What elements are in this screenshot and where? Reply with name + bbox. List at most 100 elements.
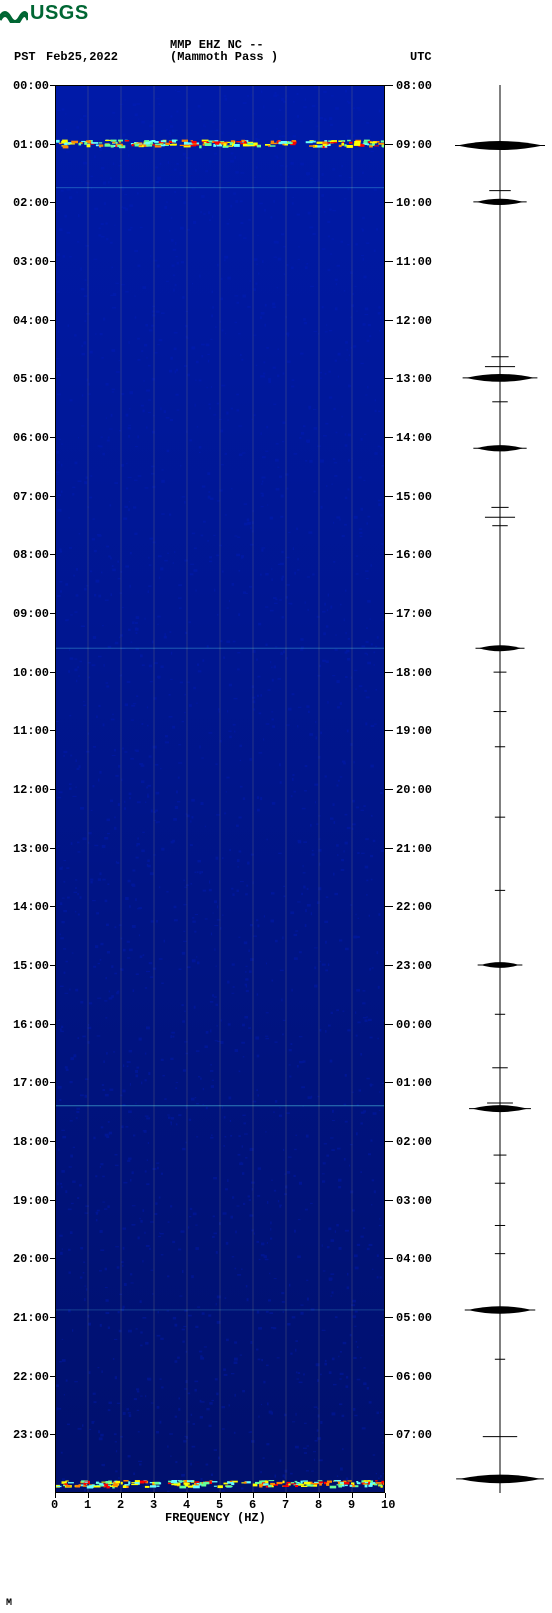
utc-tick-mark [385, 1024, 393, 1025]
utc-tick-mark [385, 789, 393, 790]
usgs-wave-icon [0, 5, 28, 23]
pst-tick-label: 19:00 [13, 1194, 49, 1208]
pst-tick-label: 09:00 [13, 607, 49, 621]
utc-tick-mark [385, 144, 393, 145]
utc-tick-label: 03:00 [396, 1194, 432, 1208]
freq-tick-label: 4 [183, 1498, 190, 1512]
pst-tick-label: 13:00 [13, 842, 49, 856]
date-label: Feb25,2022 [46, 50, 118, 64]
pst-tick-label: 14:00 [13, 900, 49, 914]
pst-tick-mark [50, 789, 55, 790]
pst-tick-mark [50, 496, 55, 497]
pst-tick-mark [50, 906, 55, 907]
utc-tick-mark [385, 906, 393, 907]
utc-tick-mark [385, 378, 393, 379]
pst-tick-mark [50, 1434, 55, 1435]
utc-tick-label: 16:00 [396, 548, 432, 562]
utc-tick-mark [385, 261, 393, 262]
pst-tick-mark [50, 1082, 55, 1083]
utc-tick-mark [385, 1258, 393, 1259]
freq-tick-label: 0 [51, 1498, 58, 1512]
freq-tick-label: 10 [381, 1498, 395, 1512]
pst-tick-mark [50, 320, 55, 321]
pst-tick-mark [50, 730, 55, 731]
pst-tick-mark [50, 613, 55, 614]
utc-tick-mark [385, 437, 393, 438]
utc-tick-mark [385, 1141, 393, 1142]
freq-tick-label: 7 [282, 1498, 289, 1512]
utc-tick-mark [385, 848, 393, 849]
utc-tick-label: 13:00 [396, 372, 432, 386]
utc-tick-label: 07:00 [396, 1428, 432, 1442]
utc-tick-label: 02:00 [396, 1135, 432, 1149]
pst-tick-label: 00:00 [13, 79, 49, 93]
utc-tick-label: 15:00 [396, 490, 432, 504]
utc-tick-label: 22:00 [396, 900, 432, 914]
pst-tick-mark [50, 1024, 55, 1025]
pst-label: PST [14, 50, 36, 64]
pst-tick-label: 01:00 [13, 138, 49, 152]
pst-tick-label: 02:00 [13, 196, 49, 210]
utc-tick-mark [385, 1200, 393, 1201]
utc-tick-mark [385, 1434, 393, 1435]
pst-tick-label: 08:00 [13, 548, 49, 562]
utc-tick-label: 08:00 [396, 79, 432, 93]
utc-tick-label: 05:00 [396, 1311, 432, 1325]
utc-tick-mark [385, 320, 393, 321]
pst-tick-label: 07:00 [13, 490, 49, 504]
utc-tick-mark [385, 1376, 393, 1377]
utc-tick-label: 00:00 [396, 1018, 432, 1032]
pst-tick-label: 03:00 [13, 255, 49, 269]
freq-tick-label: 6 [249, 1498, 256, 1512]
utc-tick-mark [385, 965, 393, 966]
pst-tick-label: 20:00 [13, 1252, 49, 1266]
pst-tick-label: 15:00 [13, 959, 49, 973]
utc-tick-label: 01:00 [396, 1076, 432, 1090]
utc-label: UTC [410, 50, 432, 64]
utc-tick-label: 23:00 [396, 959, 432, 973]
utc-tick-label: 17:00 [396, 607, 432, 621]
freq-tick-label: 2 [117, 1498, 124, 1512]
station-name: (Mammoth Pass ) [170, 50, 278, 64]
pst-tick-mark [50, 261, 55, 262]
utc-tick-label: 12:00 [396, 314, 432, 328]
pst-tick-mark [50, 848, 55, 849]
pst-tick-mark [50, 672, 55, 673]
pst-tick-label: 22:00 [13, 1370, 49, 1384]
utc-tick-label: 10:00 [396, 196, 432, 210]
utc-tick-mark [385, 85, 393, 86]
freq-tick-label: 1 [84, 1498, 91, 1512]
utc-tick-mark [385, 1317, 393, 1318]
utc-tick-mark [385, 730, 393, 731]
pst-tick-label: 18:00 [13, 1135, 49, 1149]
seismogram [455, 85, 545, 1493]
pst-tick-label: 11:00 [13, 724, 49, 738]
freq-tick-label: 9 [348, 1498, 355, 1512]
utc-tick-label: 20:00 [396, 783, 432, 797]
freq-tick-label: 3 [150, 1498, 157, 1512]
spectrogram [55, 85, 385, 1493]
freq-tick-label: 5 [216, 1498, 223, 1512]
pst-tick-label: 04:00 [13, 314, 49, 328]
pst-tick-mark [50, 437, 55, 438]
page: USGS PST Feb25,2022 MMP EHZ NC -- (Mammo… [0, 0, 552, 1613]
pst-tick-label: 10:00 [13, 666, 49, 680]
pst-tick-label: 16:00 [13, 1018, 49, 1032]
pst-tick-mark [50, 85, 55, 86]
utc-tick-label: 04:00 [396, 1252, 432, 1266]
pst-tick-mark [50, 554, 55, 555]
usgs-logo-text: USGS [30, 2, 89, 25]
pst-tick-mark [50, 378, 55, 379]
utc-tick-mark [385, 1082, 393, 1083]
utc-tick-label: 09:00 [396, 138, 432, 152]
pst-tick-mark [50, 202, 55, 203]
pst-tick-label: 12:00 [13, 783, 49, 797]
pst-tick-mark [50, 1376, 55, 1377]
utc-tick-mark [385, 202, 393, 203]
utc-tick-label: 19:00 [396, 724, 432, 738]
pst-tick-label: 06:00 [13, 431, 49, 445]
pst-tick-mark [50, 1258, 55, 1259]
pst-tick-label: 23:00 [13, 1428, 49, 1442]
freq-tick-label: 8 [315, 1498, 322, 1512]
x-axis-label: FREQUENCY (HZ) [165, 1511, 266, 1525]
